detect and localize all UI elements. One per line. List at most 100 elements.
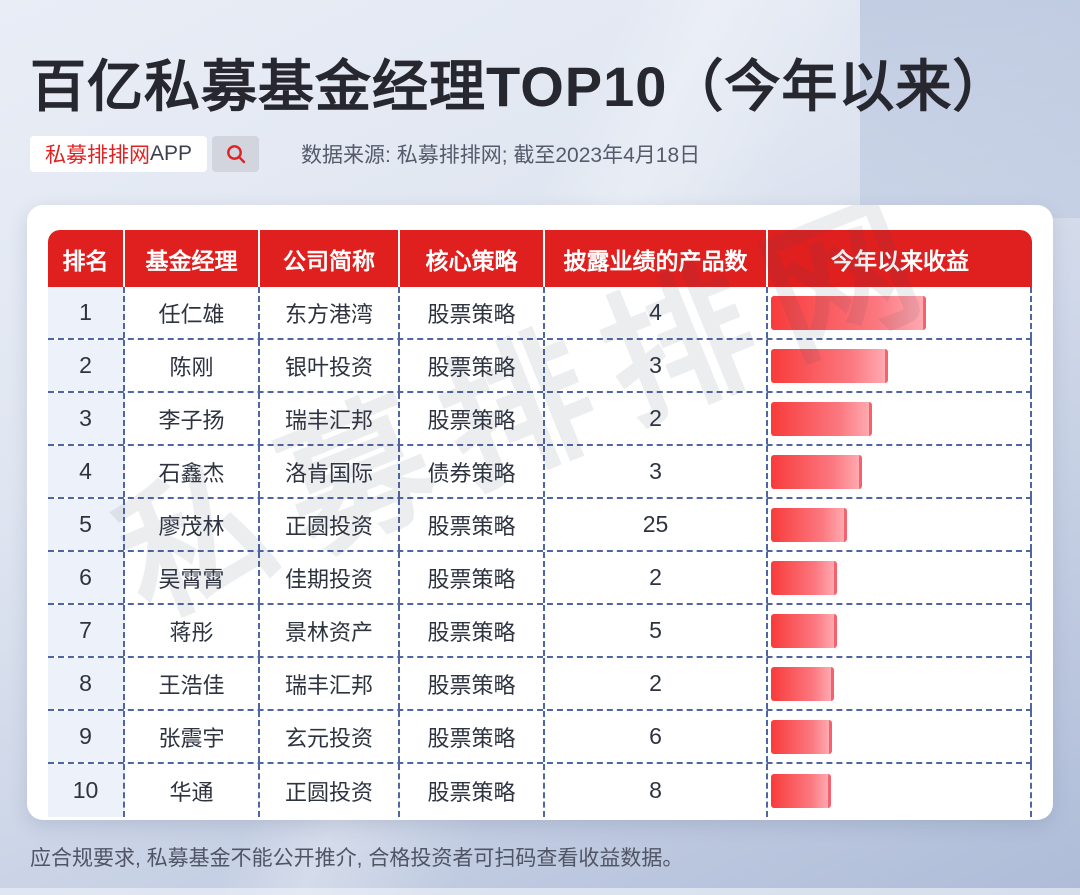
table-body: 1 任仁雄 东方港湾 股票策略 4 2 陈刚 银叶投资 股票策略 3 3 李子扬 瑞丰汇邦 股票策略 2 4 石…: [48, 287, 1032, 817]
cell-strategy: 股票策略: [400, 605, 545, 656]
cell-strategy: 股票策略: [400, 552, 545, 603]
table-row: 9 张震宇 玄元投资 股票策略 6: [48, 711, 1032, 764]
table-row: 1 任仁雄 东方港湾 股票策略 4: [48, 287, 1032, 340]
return-bar: [771, 613, 838, 648]
cell-products: 25: [545, 499, 768, 550]
subheader-bar: 私募排排网 APP 数据来源: 私募排排网; 截至2023年4月18日: [30, 136, 700, 172]
cell-products: 2: [545, 393, 768, 444]
cell-rank: 1: [48, 287, 125, 338]
table-row: 4 石鑫杰 洛肯国际 债券策略 3: [48, 446, 1032, 499]
column-header-4: 披露业绩的产品数: [545, 230, 768, 287]
cell-products: 3: [545, 340, 768, 391]
table-row: 10 华通 正圆投资 股票策略 8: [48, 764, 1032, 817]
cell-strategy: 债券策略: [400, 446, 545, 497]
background-bottom-strip: [0, 888, 1080, 895]
table-header-row: 排名 基金经理 公司简称 核心策略 披露业绩的产品数 今年以来收益: [48, 230, 1032, 287]
cell-company: 正圆投资: [260, 764, 400, 817]
cell-return-bar: [768, 287, 1032, 338]
cell-return-bar: [768, 340, 1032, 391]
cell-return-bar: [768, 711, 1032, 762]
cell-rank: 2: [48, 340, 125, 391]
cell-rank: 9: [48, 711, 125, 762]
cell-products: 8: [545, 764, 768, 817]
cell-manager: 吴霄霄: [125, 552, 260, 603]
cell-manager: 张震宇: [125, 711, 260, 762]
cell-products: 5: [545, 605, 768, 656]
ranking-table: 排名 基金经理 公司简称 核心策略 披露业绩的产品数 今年以来收益 1 任仁雄 东方港湾 股票策…: [48, 230, 1032, 817]
footer-disclaimer: 应合规要求, 私募基金不能公开推介, 合格投资者可扫码查看收益数据。: [30, 847, 684, 870]
cell-strategy: 股票策略: [400, 658, 545, 709]
cell-manager: 任仁雄: [125, 287, 260, 338]
cell-return-bar: [768, 446, 1032, 497]
table-row: 8 王浩佳 瑞丰汇邦 股票策略 2: [48, 658, 1032, 711]
return-bar: [771, 719, 832, 754]
brand-name: 私募排排网: [45, 144, 150, 167]
return-bar: [771, 560, 838, 595]
app-brand-badge: 私募排排网 APP: [30, 136, 208, 172]
cell-manager: 陈刚: [125, 340, 260, 391]
cell-manager: 廖茂林: [125, 499, 260, 550]
cell-company: 东方港湾: [260, 287, 400, 338]
table-row: 5 廖茂林 正圆投资 股票策略 25: [48, 499, 1032, 552]
cell-manager: 李子扬: [125, 393, 260, 444]
return-bar: [771, 773, 831, 808]
cell-products: 4: [545, 287, 768, 338]
cell-rank: 10: [48, 764, 125, 817]
cell-strategy: 股票策略: [400, 499, 545, 550]
column-header-2: 公司简称: [260, 230, 400, 287]
column-header-5: 今年以来收益: [831, 247, 969, 274]
cell-company: 佳期投资: [260, 552, 400, 603]
cell-company: 洛肯国际: [260, 446, 400, 497]
cell-return-bar: [768, 658, 1032, 709]
cell-strategy: 股票策略: [400, 393, 545, 444]
table-card: 排名 基金经理 公司简称 核心策略 披露业绩的产品数 今年以来收益 1 任仁雄 东方港湾 股票策…: [27, 205, 1053, 820]
cell-manager: 石鑫杰: [125, 446, 260, 497]
return-bar: [771, 666, 835, 701]
return-bar: [771, 295, 927, 330]
cell-manager: 华通: [125, 764, 260, 817]
table-row: 2 陈刚 银叶投资 股票策略 3: [48, 340, 1032, 393]
cell-rank: 8: [48, 658, 125, 709]
cell-manager: 王浩佳: [125, 658, 260, 709]
column-header-1: 基金经理: [125, 230, 260, 287]
cell-manager: 蒋彤: [125, 605, 260, 656]
table-row: 7 蒋彤 景林资产 股票策略 5: [48, 605, 1032, 658]
column-header-0: 排名: [48, 230, 125, 287]
brand-suffix: APP: [150, 142, 193, 165]
column-header-3: 核心策略: [400, 230, 545, 287]
cell-rank: 3: [48, 393, 125, 444]
cell-products: 3: [545, 446, 768, 497]
cell-strategy: 股票策略: [400, 711, 545, 762]
cell-company: 银叶投资: [260, 340, 400, 391]
cell-return-bar: [768, 499, 1032, 550]
magnifier-icon: [225, 143, 247, 165]
cell-company: 景林资产: [260, 605, 400, 656]
table-row: 6 吴霄霄 佳期投资 股票策略 2: [48, 552, 1032, 605]
cell-return-bar: [768, 552, 1032, 603]
cell-rank: 6: [48, 552, 125, 603]
data-source-note: 数据来源: 私募排排网; 截至2023年4月18日: [301, 144, 701, 167]
cell-strategy: 股票策略: [400, 287, 545, 338]
return-bar: [771, 401, 872, 436]
return-bar: [771, 507, 848, 542]
page-title: 百亿私募基金经理TOP10（今年以来）: [30, 55, 1010, 118]
return-bar: [771, 454, 862, 489]
cell-rank: 7: [48, 605, 125, 656]
return-bar: [771, 348, 888, 383]
cell-rank: 4: [48, 446, 125, 497]
table-row: 3 李子扬 瑞丰汇邦 股票策略 2: [48, 393, 1032, 446]
cell-return-bar: [768, 764, 1032, 817]
cell-strategy: 股票策略: [400, 340, 545, 391]
cell-company: 正圆投资: [260, 499, 400, 550]
cell-company: 玄元投资: [260, 711, 400, 762]
cell-rank: 5: [48, 499, 125, 550]
cell-company: 瑞丰汇邦: [260, 658, 400, 709]
cell-return-bar: [768, 393, 1032, 444]
cell-products: 6: [545, 711, 768, 762]
search-button[interactable]: [212, 136, 260, 172]
cell-strategy: 股票策略: [400, 764, 545, 817]
cell-return-bar: [768, 605, 1032, 656]
cell-products: 2: [545, 658, 768, 709]
cell-company: 瑞丰汇邦: [260, 393, 400, 444]
cell-products: 2: [545, 552, 768, 603]
